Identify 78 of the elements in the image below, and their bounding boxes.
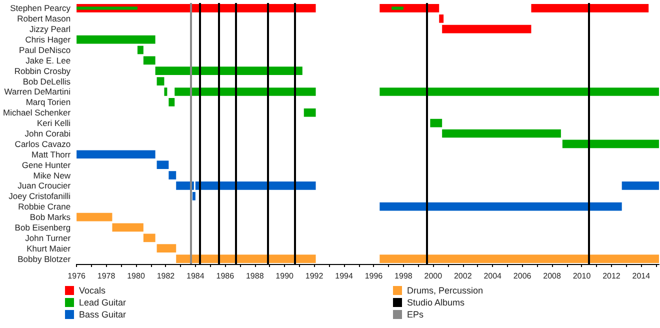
y-tick-label: Bob Marks	[30, 212, 71, 222]
x-tick-label: 2010	[572, 272, 592, 280]
bar	[112, 223, 144, 232]
x-tick-label: 2004	[484, 272, 502, 280]
y-tick-label: Keri Kelli	[37, 118, 71, 128]
y-tick-label: Gene Hunter	[22, 160, 71, 170]
legend-label: Lead Guitar	[79, 298, 126, 308]
y-tick-label: Juan Croucier	[18, 180, 71, 191]
bar	[562, 140, 659, 148]
y-tick-label: Marq Torien	[26, 97, 71, 108]
x-tick-label: 1976	[68, 272, 86, 280]
y-tick-label: Warren DeMartini	[4, 86, 71, 97]
bar	[439, 14, 444, 23]
x-tick-label: 2000	[424, 272, 443, 280]
bar	[380, 202, 622, 211]
bar	[137, 46, 144, 54]
x-tick-label: 1978	[97, 272, 116, 280]
legend-label: Studio Albums	[407, 298, 466, 308]
bar	[168, 171, 176, 180]
x-tick-label: 1992	[305, 272, 324, 280]
bar	[622, 182, 659, 190]
x-tick-label: 2008	[543, 272, 562, 280]
bar	[76, 150, 156, 159]
bar	[156, 77, 164, 86]
x-tick-label: 2002	[454, 272, 472, 280]
x-tick-label: 2014	[632, 272, 651, 280]
x-tick-label: 1998	[394, 272, 413, 280]
bar	[531, 4, 649, 12]
x-tick-label: 1982	[156, 272, 176, 280]
bar	[143, 234, 156, 242]
x-tick-label: 1986	[216, 272, 235, 280]
y-tick-label: Jizzy Pearl	[29, 24, 71, 34]
bar	[192, 192, 196, 200]
bar	[176, 254, 316, 263]
bar	[164, 88, 168, 96]
y-tick-label: Chris Hager	[25, 34, 71, 45]
y-tick-label: Bob DeLellis	[22, 76, 71, 86]
bar	[442, 129, 561, 138]
y-tick-label: John Turner	[25, 232, 71, 243]
bar	[380, 88, 659, 96]
bar	[76, 35, 156, 44]
bar	[76, 212, 112, 222]
bar	[143, 56, 156, 65]
y-tick-label: Stephen Pearcy	[10, 3, 72, 14]
bar	[168, 98, 175, 106]
y-tick-label: Joey Cristofanilli	[8, 191, 71, 202]
y-tick-label: John Corabi	[24, 128, 71, 138]
bar	[156, 160, 169, 169]
y-tick-label: Mike New	[33, 170, 72, 180]
y-tick-label: Bobby Blotzer	[18, 254, 71, 264]
x-tick-label: 1988	[246, 272, 264, 280]
legend-label: Drums, Percussion	[407, 286, 484, 296]
y-tick-label: Robbin Crosby	[14, 66, 72, 76]
legend-label: Bass Guitar	[79, 310, 126, 320]
x-tick-label: 2006	[513, 272, 532, 280]
legend-label: Vocals	[79, 286, 106, 296]
x-tick-label: 1996	[364, 272, 384, 280]
x-tick-label: 1990	[276, 272, 294, 280]
y-tick-label: Paul DeNisco	[19, 44, 71, 55]
bar	[155, 66, 302, 76]
bar	[156, 244, 176, 253]
y-tick-label: Michael Schenker	[3, 108, 71, 118]
y-tick-label: Carlos Cavazo	[14, 138, 71, 149]
x-tick-label: 1980	[127, 272, 146, 280]
bar	[430, 118, 442, 128]
y-tick-label: Matt Thorr	[32, 149, 71, 160]
y-tick-label: Bob Eisenberg	[14, 222, 71, 232]
y-tick-label: Khurt Maier	[26, 243, 71, 254]
y-tick-label: Robbie Crane	[18, 202, 71, 212]
bar	[304, 108, 316, 117]
bar	[380, 254, 659, 263]
x-tick-label: 1994	[335, 272, 354, 280]
bar	[442, 24, 532, 34]
x-tick-label: 2012	[602, 272, 621, 280]
x-tick-label: 1984	[186, 272, 205, 280]
y-tick-label: Jake E. Lee	[26, 55, 71, 66]
y-tick-label: Robert Mason	[17, 14, 71, 24]
legend-label: EPs	[407, 310, 424, 320]
